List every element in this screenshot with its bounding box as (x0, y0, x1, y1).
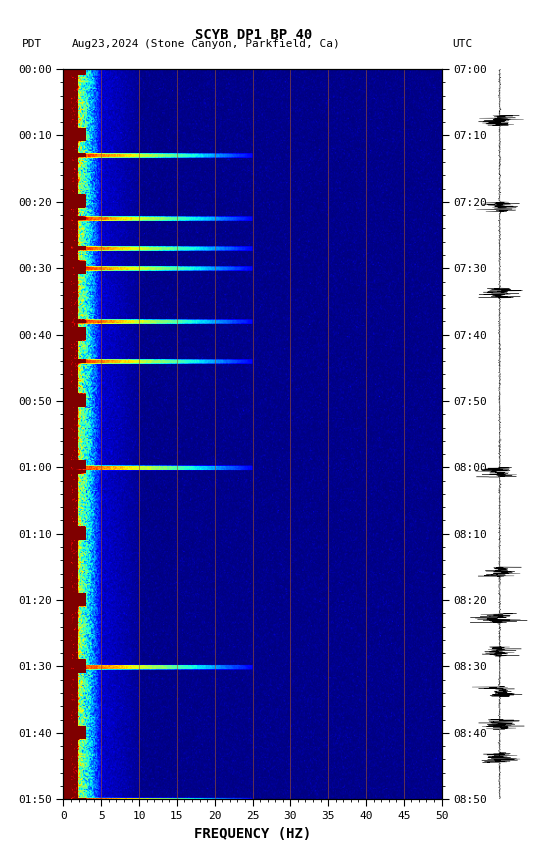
Text: SCYB DP1 BP 40: SCYB DP1 BP 40 (195, 28, 312, 41)
Text: UTC: UTC (453, 39, 473, 49)
Text: (Stone Canyon, Parkfield, Ca): (Stone Canyon, Parkfield, Ca) (144, 39, 339, 49)
X-axis label: FREQUENCY (HZ): FREQUENCY (HZ) (194, 827, 311, 841)
Text: PDT: PDT (22, 39, 43, 49)
Text: Aug23,2024: Aug23,2024 (72, 39, 139, 49)
